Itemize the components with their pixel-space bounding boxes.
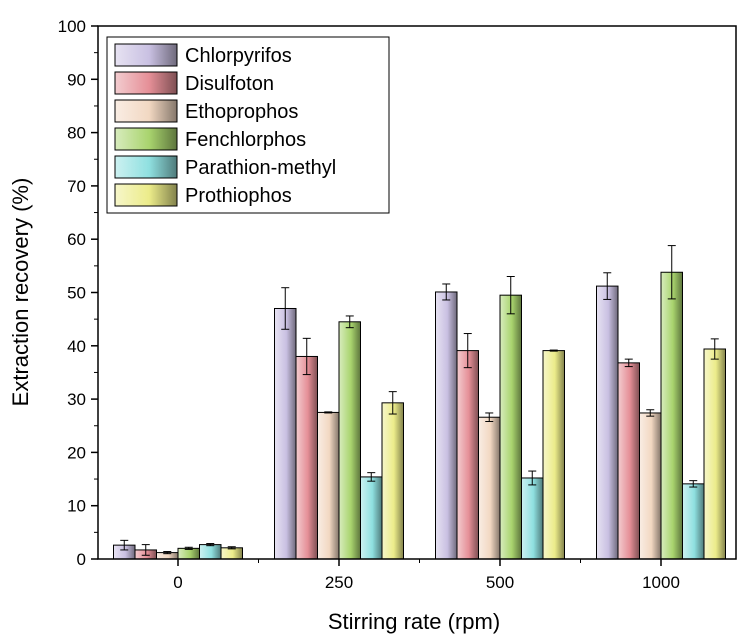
legend-label: Disulfoton <box>185 73 274 95</box>
legend-label: Fenchlorphos <box>185 129 306 151</box>
x-axis-title: Stirring rate (rpm) <box>328 609 500 634</box>
bars-layer <box>113 245 726 560</box>
bar-prothiophos-1000 <box>703 348 726 560</box>
bar-ethoprophos-1000 <box>639 412 662 560</box>
error-bar <box>206 543 215 547</box>
error-bar <box>603 272 612 300</box>
bar-disulfoton-500 <box>456 350 479 560</box>
error-bar <box>281 287 290 330</box>
bar-ethoprophos-500 <box>478 416 501 560</box>
error-bar <box>528 470 537 486</box>
legend: Chlorpyrifos Disulfoton Ethoprophos Fenchlo… <box>106 36 390 214</box>
error-bar <box>689 480 698 488</box>
bar-prothiophos-500 <box>542 350 565 560</box>
error-bar <box>667 245 676 300</box>
error-bar <box>141 544 150 556</box>
error-bar <box>710 338 719 360</box>
bar-disulfoton-250 <box>295 355 318 560</box>
error-bar <box>485 412 494 422</box>
y-tick-label: 70 <box>67 177 86 196</box>
bar-fenchlorphos-250 <box>338 321 361 560</box>
y-tick-label: 20 <box>67 443 86 462</box>
bar-prothiophos-0 <box>220 547 243 560</box>
legend-label: Parathion-methyl <box>185 157 336 179</box>
x-tick-label: 0 <box>173 573 182 592</box>
y-axis-title: Extraction recovery (%) <box>8 178 33 407</box>
x-tick-label: 500 <box>486 573 514 592</box>
error-bar <box>624 358 633 368</box>
error-bar <box>184 546 193 550</box>
legend-swatch <box>114 43 178 67</box>
legend-label: Prothiophos <box>185 185 292 207</box>
y-tick-label: 50 <box>67 284 86 303</box>
bar-parathion-methyl-1000 <box>682 483 705 560</box>
y-tick-label: 90 <box>67 70 86 89</box>
bar-parathion-methyl-0 <box>199 544 222 560</box>
y-tick-label: 100 <box>58 17 86 36</box>
error-bar <box>227 546 236 550</box>
bar-ethoprophos-250 <box>317 411 340 560</box>
error-bar <box>463 333 472 369</box>
bar-prothiophos-250 <box>381 402 404 560</box>
bar-fenchlorphos-500 <box>499 294 522 560</box>
error-bar <box>302 337 311 376</box>
legend-swatch <box>114 127 178 151</box>
error-bar <box>646 409 655 417</box>
y-tick-label: 0 <box>77 550 86 569</box>
error-bar <box>388 391 397 415</box>
legend-label: Chlorpyrifos <box>185 45 292 67</box>
y-tick-label: 80 <box>67 124 86 143</box>
bar-fenchlorphos-1000 <box>660 271 683 560</box>
x-tick-label: 1000 <box>642 573 680 592</box>
legend-swatch <box>114 71 178 95</box>
bar-chlorpyrifos-250 <box>274 307 297 560</box>
y-tick-label: 10 <box>67 497 86 516</box>
bar-disulfoton-1000 <box>617 362 640 560</box>
bar-parathion-methyl-500 <box>521 477 544 560</box>
legend-swatch <box>114 99 178 123</box>
y-tick-label: 60 <box>67 230 86 249</box>
legend-label: Ethoprophos <box>185 101 298 123</box>
legend-swatch <box>114 183 178 207</box>
x-tick-label: 250 <box>325 573 353 592</box>
error-bar <box>324 411 333 414</box>
error-bar <box>506 276 515 315</box>
y-tick-label: 30 <box>67 390 86 409</box>
y-tick-label: 40 <box>67 337 86 356</box>
error-bar <box>120 539 129 551</box>
error-bar <box>345 315 354 329</box>
error-bar <box>163 551 172 555</box>
bar-chlorpyrifos-500 <box>435 291 458 560</box>
legend-swatch <box>114 155 178 179</box>
error-bar <box>442 283 451 301</box>
error-bar <box>549 349 558 352</box>
bar-chlorpyrifos-1000 <box>596 285 619 560</box>
bar-fenchlorphos-0 <box>177 547 200 560</box>
error-bar <box>367 472 376 482</box>
bar-parathion-methyl-250 <box>360 476 383 560</box>
